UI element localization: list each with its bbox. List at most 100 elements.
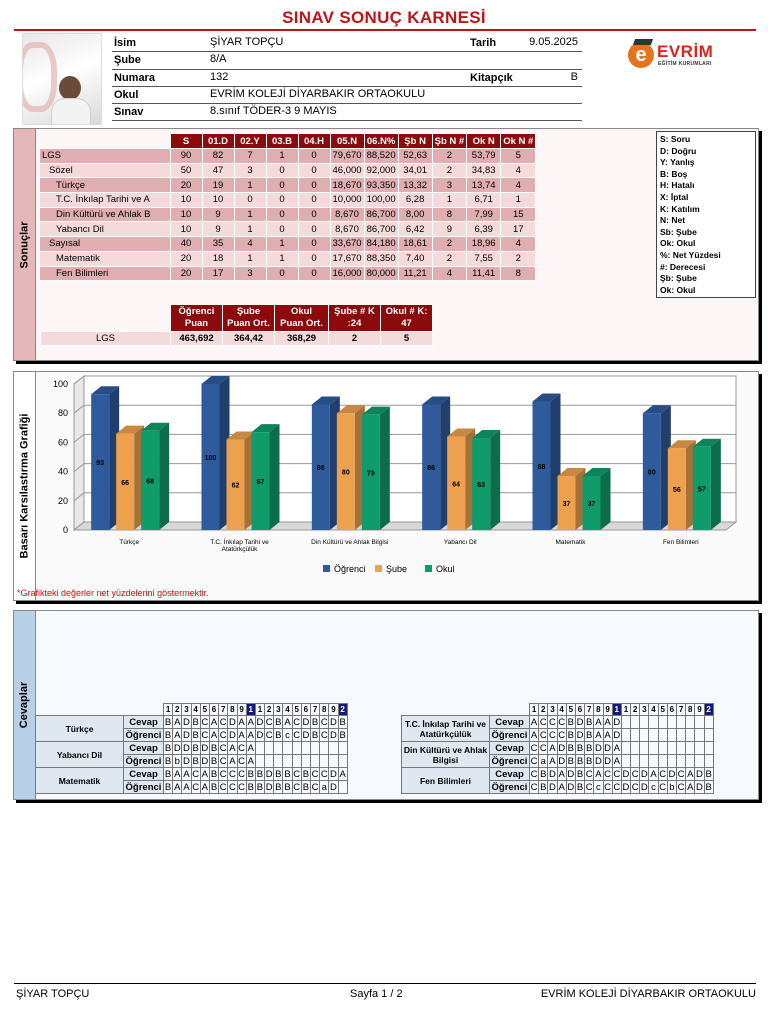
answer-row: Öğrenci A C C C B D B A A D (402, 728, 714, 742)
answer-cell: C (291, 728, 302, 742)
results-cell: 0 (298, 148, 331, 164)
answer-cell: a (538, 754, 549, 768)
answer-cell (694, 754, 705, 768)
bar-value-label: 64 (452, 481, 460, 488)
answer-cell: C (227, 767, 238, 781)
answer-cell: C (657, 767, 668, 781)
answer-cell: A (181, 780, 192, 794)
summary-header-line: Öğrenci (178, 306, 215, 317)
info-value: 8.sınıf TÖDER-3 9 MAYIS (210, 105, 337, 118)
info-label: Kitapçık (470, 71, 513, 84)
answer-cell: B (208, 754, 220, 768)
legend-entry: N: Net (660, 215, 686, 226)
answer-cell: D (227, 728, 238, 742)
bar-top (692, 438, 721, 447)
results-row: Türkçe 20 19 1 0 0 18,670 93,350 13,32 3 13,74 4 (40, 177, 537, 194)
bar (422, 404, 441, 530)
y-tick-label: 60 (58, 437, 68, 447)
answer-cell: C (319, 715, 330, 729)
results-cell: 7,40 (398, 251, 433, 267)
results-cell: 20 (170, 177, 203, 194)
answer-cell: A (547, 741, 558, 755)
answer-cell: D (611, 715, 622, 729)
results-header: 05.N (329, 133, 365, 149)
bar-top (582, 467, 611, 476)
results-cell: 47 (202, 163, 235, 179)
bar-value-label: 100 (205, 455, 217, 462)
chart-gridline (73, 404, 85, 414)
bar (582, 475, 601, 530)
results-cell: 16,000 (330, 266, 365, 282)
legend-entry: S: Soru (660, 134, 691, 144)
summary-row-name: LGS (40, 331, 171, 346)
answer-cell (694, 728, 705, 742)
summary-header-line: Okul # K: (385, 306, 428, 317)
results-cell: 8,00 (398, 207, 433, 223)
results-cell: 0 (266, 266, 299, 282)
question-number: 1 (528, 703, 540, 716)
answer-cell (703, 728, 714, 742)
question-number: 2 (630, 703, 641, 716)
bar-top (201, 376, 230, 384)
x-category-label: Yabancı Dil (444, 539, 477, 546)
answer-cell: A (602, 715, 613, 729)
answer-cell (639, 741, 650, 755)
answer-cell (694, 715, 705, 729)
bar-top (422, 396, 451, 405)
answer-cell: B (309, 728, 321, 742)
answer-cell: C (236, 741, 247, 755)
score-summary-table: Öğrenci Puan Şube Puan Ort. Okul Puan Ort. Şub… (40, 304, 433, 346)
answer-cell: B (565, 728, 576, 742)
answer-cell (675, 728, 687, 742)
answer-cell (630, 728, 641, 742)
answer-cell: D (620, 780, 632, 794)
results-header: Şb N # (431, 133, 468, 149)
summary-header: Okul Puan Ort. (274, 304, 329, 332)
answer-cell: A (227, 741, 238, 755)
results-cell: 10,000 (330, 192, 365, 208)
answer-cell: A (181, 767, 192, 781)
results-cell: 1 (234, 177, 267, 194)
answer-cell: B (574, 754, 586, 768)
info-row: Numara 132 Kitapçık B (112, 70, 582, 87)
results-cell: 86,700 (364, 221, 399, 238)
answer-cell (657, 754, 668, 768)
answer-cell: D (181, 715, 192, 729)
answer-cell: A (685, 780, 696, 794)
answer-cell: B (282, 780, 293, 794)
answer-cell: D (181, 741, 192, 755)
results-cell: 34,01 (398, 163, 433, 179)
results-row-name: Matematik (40, 251, 171, 267)
results-row-name: Din Kültürü ve Ahlak B (40, 207, 171, 223)
bar-top (336, 405, 365, 414)
answer-cell: B (162, 780, 174, 794)
answer-cell: A (227, 754, 238, 768)
answer-cell: B (565, 741, 576, 755)
x-category-label: Atatürkçülük (222, 546, 259, 553)
results-cell: 1 (266, 148, 299, 164)
answer-cell: D (694, 767, 705, 781)
answers-side-label: Cevaplar (14, 611, 36, 799)
results-cell: 100,00 (364, 192, 399, 208)
answer-cell (666, 754, 678, 768)
answer-cell: A (685, 767, 696, 781)
results-row-name: T.C. İnkılap Tarihi ve A (40, 192, 171, 208)
info-row: Şube 8/A (112, 52, 582, 70)
answer-cell: C (218, 754, 229, 768)
answer-cell: A (556, 767, 567, 781)
answers-table-left: 1 2 3 4 5 6 7 8 9 1 1 2 3 4 5 6 7 8 9 2 Türkçe Cevap B A D B C A C D A… (35, 703, 348, 794)
answer-cell: C (291, 767, 302, 781)
answer-cell (254, 754, 266, 768)
logo-letter: e (628, 42, 654, 68)
answer-cell: B (300, 767, 312, 781)
answer-cell (254, 741, 266, 755)
question-number: 4 (282, 703, 293, 716)
results-cell: 93,350 (364, 177, 399, 194)
answer-cell (648, 741, 659, 755)
answer-cell: A (172, 728, 183, 742)
answer-cell: D (328, 715, 339, 729)
answer-cell: B (584, 728, 595, 742)
results-header: 02.Y (233, 133, 267, 149)
